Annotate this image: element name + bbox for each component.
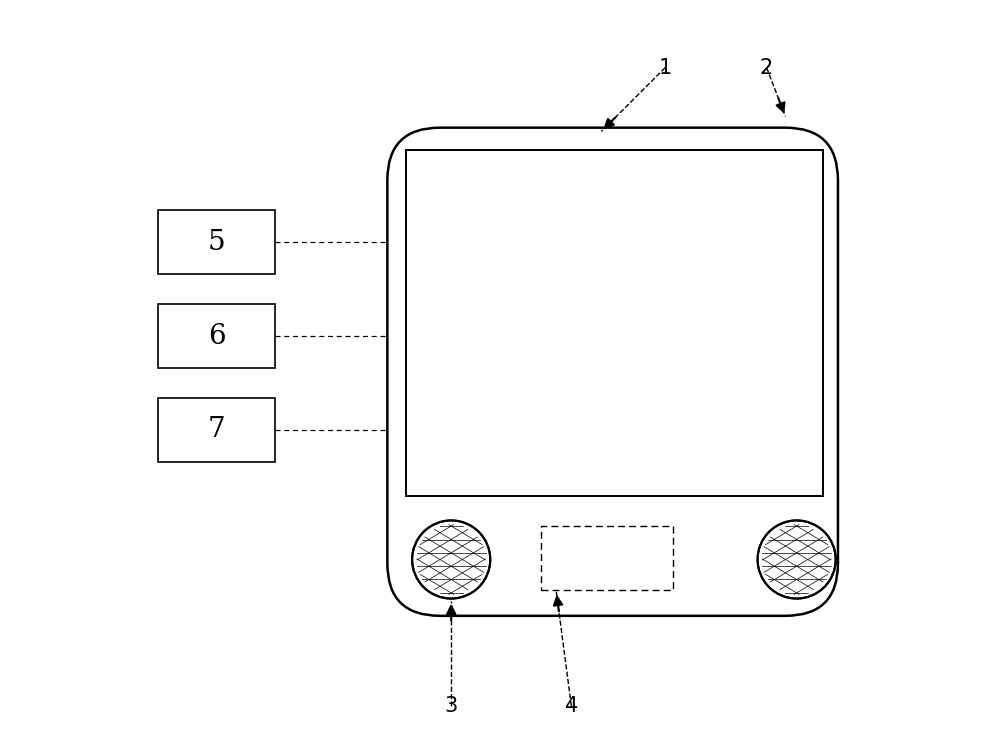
Text: 2: 2 (760, 58, 773, 77)
Circle shape (412, 520, 490, 599)
Bar (406, 150, 823, 496)
Text: 4: 4 (565, 696, 578, 716)
Text: 7: 7 (208, 417, 225, 443)
Bar (541, 526, 673, 590)
Text: 6: 6 (208, 323, 225, 349)
FancyBboxPatch shape (387, 128, 838, 616)
Text: 1: 1 (659, 58, 672, 77)
Text: 5: 5 (208, 229, 225, 255)
Bar (158, 210, 275, 274)
Text: 3: 3 (445, 696, 458, 716)
Bar (158, 398, 275, 462)
Bar (158, 304, 275, 368)
Circle shape (758, 520, 836, 599)
